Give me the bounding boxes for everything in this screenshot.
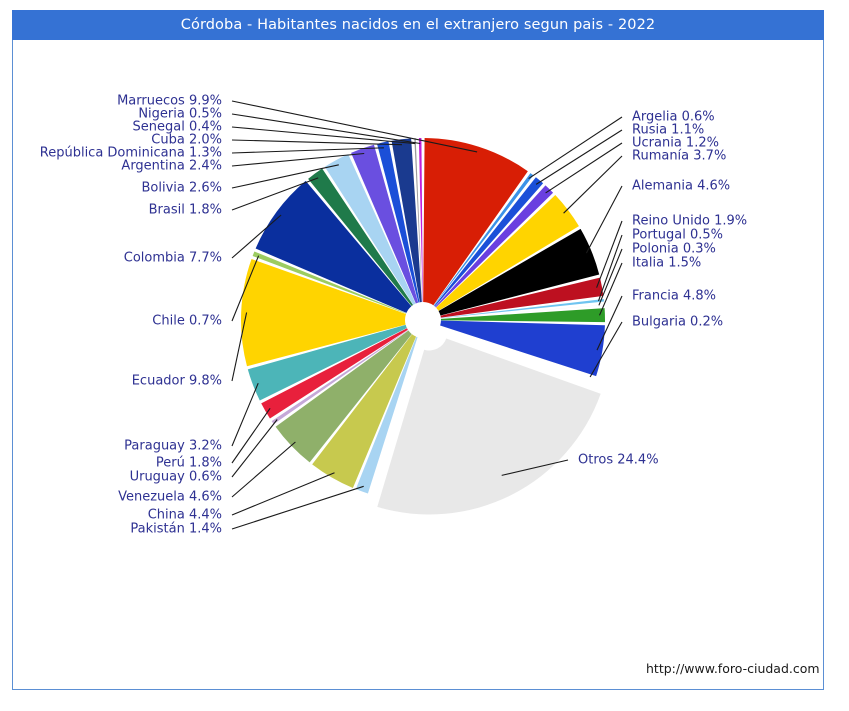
leader-line-paraguay — [231, 382, 259, 447]
pie-slice-ruman-a[interactable] — [436, 195, 579, 311]
pie-slice-italia[interactable] — [440, 308, 606, 323]
slice-label-venezuela: Venezuela 4.6% — [118, 490, 222, 505]
slice-label-polonia: Polonia 0.3% — [632, 242, 716, 257]
slice-label-colombia: Colombia 7.7% — [124, 251, 222, 266]
leader-line-rusia — [535, 129, 623, 185]
slice-label-ecuador: Ecuador 9.8% — [132, 374, 222, 389]
pie-slice-pakist-n[interactable] — [355, 336, 418, 494]
slice-label-cuba: Cuba 2.0% — [151, 133, 222, 148]
pie-slice-argentina[interactable] — [351, 144, 419, 304]
leader-line-brasil — [231, 177, 319, 211]
leader-line-alemania — [585, 185, 623, 254]
pie-slice-brasil[interactable] — [308, 168, 414, 307]
slice-label-alemania: Alemania 4.6% — [632, 179, 730, 194]
slice-labels-group: Marruecos 9.9%Nigeria 0.5%Senegal 0.4%Cu… — [40, 94, 747, 537]
slice-label-marruecos: Marruecos 9.9% — [117, 94, 222, 109]
pie-slice-rep-blica-dominicana[interactable] — [377, 141, 420, 303]
slice-label-bulgaria: Bulgaria 0.2% — [632, 315, 723, 330]
slice-label-uruguay: Uruguay 0.6% — [130, 470, 222, 485]
pie-slice-ucrania[interactable] — [435, 185, 554, 308]
pie-slice-colombia[interactable] — [255, 180, 412, 313]
slice-label-chile: Chile 0.7% — [152, 314, 222, 329]
leader-line-per- — [231, 407, 271, 464]
slice-label-paraguay: Paraguay 3.2% — [124, 439, 222, 454]
slice-label-rusia: Rusia 1.1% — [632, 123, 704, 138]
pie-slice-ecuador[interactable] — [240, 258, 407, 367]
leader-line-uruguay — [231, 419, 278, 478]
chart-frame — [12, 10, 824, 690]
pie-slice-venezuela[interactable] — [275, 330, 412, 463]
slice-label-pakist-n: Pakistán 1.4% — [130, 522, 222, 537]
pie-slice-francia[interactable] — [440, 320, 605, 377]
leader-line-colombia — [231, 214, 282, 259]
source-url-text: http://www.foro-ciudad.com — [646, 661, 820, 676]
leader-line-argelia — [528, 116, 623, 180]
chart-title-bar: Córdoba - Habitantes nacidos en el extra… — [12, 10, 824, 40]
slice-label-portugal: Portugal 0.5% — [632, 228, 723, 243]
slice-label-francia: Francia 4.8% — [632, 289, 716, 304]
leader-line-ucrania — [545, 142, 623, 194]
pie-slice-per-[interactable] — [261, 328, 408, 419]
slice-label-nigeria: Nigeria 0.5% — [138, 107, 222, 122]
slice-label-rep-blica-dominicana: República Dominicana 1.3% — [40, 146, 222, 161]
leader-line-china — [231, 472, 335, 516]
pie-slice-cuba[interactable] — [391, 138, 422, 303]
slice-label-china: China 4.4% — [148, 508, 222, 523]
pie-slice-alemania[interactable] — [438, 228, 600, 316]
pie-slice-paraguay[interactable] — [247, 324, 407, 401]
slice-label-argentina: Argentina 2.4% — [121, 159, 222, 174]
leader-line-otros — [501, 459, 569, 476]
pie-slice-nigeria[interactable] — [418, 138, 423, 302]
pie-slices-group — [240, 138, 606, 515]
pie-slice-bolivia[interactable] — [324, 154, 416, 305]
pie-slice-senegal[interactable] — [414, 138, 423, 303]
leader-line-nigeria — [231, 113, 421, 145]
leader-line-bolivia — [231, 164, 339, 189]
slice-label-ruman-a: Rumanía 3.7% — [632, 149, 726, 164]
pie-slice-chile[interactable] — [252, 251, 407, 314]
pie-slice-reino-unido[interactable] — [440, 277, 604, 318]
leader-line-reino-unido — [596, 220, 623, 288]
leader-line-cuba — [231, 139, 403, 146]
leader-line-chile — [231, 255, 260, 322]
pie-slice-polonia[interactable] — [440, 304, 605, 319]
leader-line-venezuela — [231, 441, 296, 498]
slice-label-ucrania: Ucrania 1.2% — [632, 136, 719, 151]
leader-line-senegal — [231, 126, 416, 145]
leader-line-polonia — [598, 248, 623, 306]
leader-line-francia — [596, 295, 623, 351]
leader-line-bulgaria — [589, 321, 623, 378]
slice-label-reino-unido: Reino Unido 1.9% — [632, 214, 747, 229]
slice-label-bolivia: Bolivia 2.6% — [141, 181, 222, 196]
pie-slice-argelia[interactable] — [433, 173, 534, 306]
leader-line-rep-blica-dominicana — [231, 147, 384, 154]
leader-line-italia — [598, 262, 623, 316]
pie-slice-marruecos[interactable] — [423, 138, 528, 306]
leader-line-argentina — [231, 152, 365, 167]
slice-label-senegal: Senegal 0.4% — [133, 120, 222, 135]
slice-label-italia: Italia 1.5% — [632, 256, 701, 271]
leader-line-portugal — [597, 234, 623, 302]
slice-label-per-: Perú 1.8% — [156, 456, 222, 471]
pie-slice-otros[interactable] — [377, 338, 601, 515]
pie-slice-uruguay[interactable] — [271, 330, 409, 425]
slice-label-argelia: Argelia 0.6% — [632, 110, 715, 125]
pie-slice-rusia[interactable] — [434, 177, 544, 307]
leader-line-ruman-a — [563, 155, 623, 214]
leader-line-ecuador — [231, 312, 248, 382]
leader-line-pakist-n — [231, 485, 364, 530]
page-title: Córdoba - Habitantes nacidos en el extra… — [180, 17, 656, 33]
pie-slice-china[interactable] — [312, 334, 417, 488]
leader-line-marruecos — [231, 100, 478, 153]
pie-slice-portugal[interactable] — [440, 299, 605, 319]
slice-label-brasil: Brasil 1.8% — [149, 203, 222, 218]
slice-label-otros: Otros 24.4% — [578, 453, 659, 468]
leader-lines-group — [231, 100, 623, 530]
